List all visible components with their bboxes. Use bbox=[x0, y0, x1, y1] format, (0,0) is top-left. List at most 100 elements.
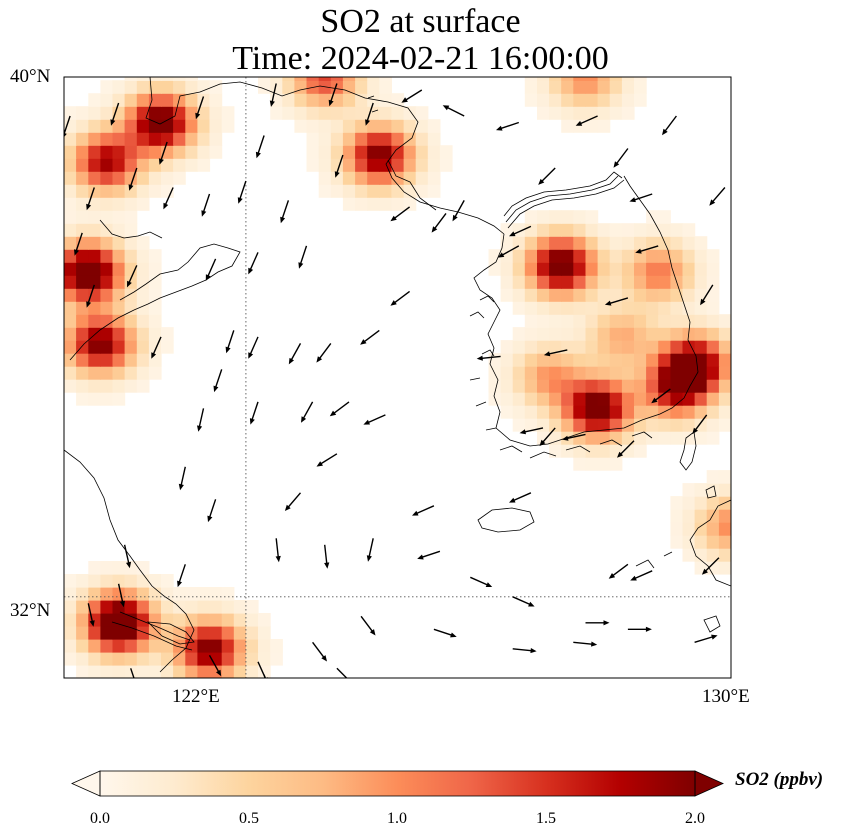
field-cell bbox=[161, 327, 174, 341]
wind-arrow bbox=[128, 167, 138, 191]
field-cell bbox=[634, 77, 647, 81]
field-cell bbox=[148, 275, 162, 289]
field-cell bbox=[524, 236, 538, 250]
field-cell bbox=[100, 171, 114, 185]
field-cell bbox=[561, 314, 574, 328]
wind-arrow bbox=[476, 355, 501, 361]
wind-arrow bbox=[301, 401, 314, 423]
field-cell bbox=[88, 665, 101, 678]
colorbar-extend-low bbox=[71, 770, 101, 797]
field-cell bbox=[185, 106, 198, 120]
field-cell bbox=[209, 587, 223, 601]
title-line-1: SO2 at surface bbox=[320, 3, 521, 40]
field-cell bbox=[706, 327, 720, 341]
field-cell bbox=[609, 340, 623, 354]
field-cell bbox=[609, 418, 623, 432]
field-cell bbox=[597, 262, 611, 276]
field-cell bbox=[148, 77, 162, 81]
field-cell bbox=[245, 652, 259, 666]
field-cell bbox=[706, 353, 720, 367]
field-cell bbox=[112, 184, 126, 198]
field-cell bbox=[355, 197, 368, 211]
field-cell bbox=[694, 522, 708, 536]
field-cell bbox=[245, 600, 259, 614]
field-cell bbox=[64, 626, 77, 640]
field-cell bbox=[609, 314, 623, 328]
field-cell bbox=[670, 236, 684, 250]
field-cell bbox=[500, 236, 514, 250]
field-cell bbox=[76, 574, 89, 588]
field-cell bbox=[658, 379, 671, 393]
field-cell bbox=[355, 132, 368, 146]
field-cell bbox=[112, 327, 126, 341]
field-cell bbox=[124, 132, 138, 146]
field-cell bbox=[609, 106, 623, 120]
field-cell bbox=[694, 483, 708, 497]
field-cell bbox=[549, 418, 562, 432]
field-cell bbox=[537, 80, 550, 94]
field-cell bbox=[112, 119, 126, 133]
field-cell bbox=[270, 77, 283, 81]
field-cell bbox=[524, 288, 538, 302]
field-cell bbox=[731, 366, 744, 380]
field-cell bbox=[379, 77, 392, 81]
field-cell bbox=[621, 249, 635, 263]
field-cell bbox=[500, 275, 514, 289]
field-cell bbox=[391, 106, 405, 120]
wind-arrow bbox=[275, 538, 281, 563]
field-cell bbox=[173, 665, 186, 678]
wind-arrow bbox=[336, 667, 348, 678]
field-cell bbox=[658, 223, 671, 237]
field-cell bbox=[694, 249, 708, 263]
field-cell bbox=[512, 366, 526, 380]
wind-arrow bbox=[195, 96, 205, 120]
wind-arrow bbox=[543, 349, 568, 357]
field-cell bbox=[585, 119, 599, 133]
field-cell bbox=[148, 652, 162, 666]
field-cell bbox=[706, 483, 720, 497]
field-cell bbox=[124, 197, 138, 211]
field-cell bbox=[537, 431, 550, 445]
field-cell bbox=[112, 587, 126, 601]
field-cell bbox=[524, 301, 538, 315]
field-cell bbox=[682, 223, 696, 237]
field-cell bbox=[112, 106, 126, 120]
field-cell bbox=[148, 132, 162, 146]
field-cell bbox=[112, 652, 126, 666]
field-cell bbox=[197, 639, 211, 653]
field-cell bbox=[379, 93, 392, 107]
wind-arrow bbox=[585, 620, 610, 626]
field-cell bbox=[124, 379, 138, 393]
field-cell bbox=[64, 236, 77, 250]
field-cell bbox=[342, 132, 356, 146]
field-cell bbox=[646, 353, 659, 367]
field-cell bbox=[694, 496, 708, 510]
field-cell bbox=[148, 262, 162, 276]
field-cell bbox=[197, 613, 211, 627]
field-cell bbox=[367, 106, 380, 120]
field-cell bbox=[76, 626, 89, 640]
field-cell bbox=[124, 652, 138, 666]
field-cell bbox=[209, 93, 223, 107]
wind-arrow bbox=[360, 615, 376, 636]
field-cell bbox=[148, 171, 162, 185]
field-cell bbox=[233, 665, 247, 678]
field-cell bbox=[573, 210, 586, 224]
field-cell bbox=[197, 665, 211, 678]
field-cell bbox=[100, 158, 114, 172]
field-cell bbox=[537, 301, 550, 315]
field-cell bbox=[706, 340, 720, 354]
field-cell bbox=[112, 236, 126, 250]
field-cell bbox=[573, 77, 586, 81]
field-cell bbox=[88, 626, 101, 640]
field-cell bbox=[379, 171, 392, 185]
field-cell bbox=[330, 77, 344, 81]
colorbar-body bbox=[100, 771, 695, 796]
field-cell bbox=[670, 366, 684, 380]
field-cell bbox=[670, 496, 684, 510]
field-cell bbox=[512, 405, 526, 419]
field-cell bbox=[136, 626, 150, 640]
field-cell bbox=[646, 314, 659, 328]
field-cell bbox=[718, 548, 731, 562]
field-cell bbox=[64, 613, 77, 627]
